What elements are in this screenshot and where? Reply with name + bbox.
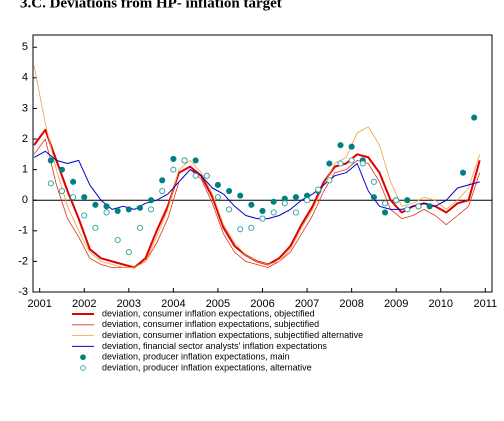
scatter-point bbox=[114, 207, 121, 214]
legend-label: deviation, financial sector analysts' in… bbox=[102, 341, 327, 351]
scatter-point bbox=[270, 198, 277, 205]
scatter-point bbox=[103, 209, 110, 216]
x-tick-label: 2007 bbox=[295, 298, 319, 310]
x-tick-label: 2011 bbox=[473, 298, 497, 310]
scatter-point bbox=[393, 197, 400, 204]
y-tick-label: 3 bbox=[22, 102, 28, 114]
y-tick-label: -1 bbox=[18, 225, 28, 237]
legend-label: deviation, consumer inflation expectatio… bbox=[102, 330, 363, 340]
legend-label: deviation, producer inflation expectatio… bbox=[102, 352, 290, 362]
x-tick-label: 2002 bbox=[72, 298, 96, 310]
scatter-point bbox=[70, 194, 77, 201]
scatter-point bbox=[404, 206, 411, 213]
scatter-point bbox=[404, 197, 411, 204]
legend-label: deviation, consumer inflation expectatio… bbox=[102, 319, 319, 329]
scatter-point bbox=[58, 166, 66, 173]
scatter-point bbox=[415, 203, 422, 210]
series-line bbox=[33, 138, 481, 268]
scatter-point bbox=[248, 201, 255, 208]
scatter-point bbox=[148, 197, 155, 204]
scatter-point bbox=[259, 215, 266, 222]
y-tick-label: 0 bbox=[22, 194, 28, 206]
scatter-point bbox=[136, 224, 144, 231]
scatter-point bbox=[471, 114, 478, 121]
scatter-point bbox=[92, 224, 99, 231]
scatter-point bbox=[226, 206, 233, 213]
scatter-point bbox=[159, 177, 166, 184]
scatter-point bbox=[248, 224, 255, 231]
x-tick-label: 2003 bbox=[117, 298, 141, 310]
scatter-point bbox=[92, 201, 99, 208]
chart-title: 3.C. Deviations from HP- inflation targe… bbox=[20, 0, 282, 11]
y-tick-label: -2 bbox=[18, 255, 28, 267]
legend-marker bbox=[80, 354, 86, 361]
x-tick-label: 2001 bbox=[27, 298, 51, 310]
scatter-point bbox=[259, 207, 266, 214]
scatter-point bbox=[315, 186, 322, 193]
y-tick-label: -3 bbox=[18, 286, 28, 298]
series-line bbox=[33, 65, 481, 268]
scatter-point bbox=[281, 200, 288, 207]
scatter-point bbox=[348, 143, 355, 150]
scatter-point bbox=[214, 194, 221, 201]
x-tick-label: 2008 bbox=[339, 298, 363, 310]
scatter-point bbox=[348, 157, 355, 164]
scatter-point bbox=[103, 203, 110, 210]
y-tick-label: 4 bbox=[22, 72, 28, 84]
series-line bbox=[33, 150, 480, 220]
scatter-point bbox=[81, 212, 88, 219]
scatter-point bbox=[203, 172, 210, 179]
x-tick-label: 2004 bbox=[161, 298, 185, 310]
scatter-point bbox=[426, 203, 433, 210]
scatter-point bbox=[326, 160, 333, 167]
scatter-point bbox=[337, 160, 344, 167]
y-tick-label: 5 bbox=[22, 41, 28, 53]
scatter-point bbox=[136, 204, 144, 211]
x-tick-label: 2006 bbox=[250, 298, 274, 310]
scatter-point bbox=[125, 249, 132, 256]
scatter-point bbox=[125, 206, 132, 213]
scatter-point bbox=[170, 166, 177, 173]
y-tick-label: 2 bbox=[22, 133, 28, 145]
scatter-point bbox=[47, 180, 54, 187]
scatter-point bbox=[159, 187, 166, 195]
scatter-point bbox=[292, 194, 299, 201]
legend-label: deviation, consumer inflation expectatio… bbox=[102, 308, 315, 318]
scatter-point bbox=[192, 172, 199, 179]
scatter-point bbox=[237, 192, 244, 199]
scatter-point bbox=[304, 197, 311, 204]
x-tick-label: 2010 bbox=[429, 298, 453, 310]
scatter-point bbox=[292, 209, 299, 216]
scatter-point bbox=[359, 160, 366, 167]
scatter-point bbox=[381, 209, 389, 216]
scatter-point bbox=[381, 200, 389, 207]
scatter-point bbox=[170, 155, 177, 162]
scatter-point bbox=[370, 194, 377, 201]
y-tick-label: 1 bbox=[22, 164, 28, 176]
x-tick-label: 2005 bbox=[206, 298, 230, 310]
scatter-point bbox=[81, 194, 88, 201]
series-line bbox=[33, 128, 481, 269]
scatter-point bbox=[337, 142, 344, 149]
scatter-point bbox=[459, 169, 467, 176]
scatter-point bbox=[114, 236, 121, 244]
scatter-point bbox=[70, 178, 77, 185]
plot-frame bbox=[32, 34, 493, 293]
scatter-point bbox=[237, 226, 244, 233]
scatter-point bbox=[214, 181, 221, 188]
scatter-point bbox=[370, 178, 377, 185]
scatter-point bbox=[270, 209, 277, 216]
scatter-point bbox=[181, 157, 188, 164]
scatter-point bbox=[47, 157, 54, 164]
scatter-point bbox=[148, 206, 155, 213]
scatter-point bbox=[326, 177, 333, 184]
scatter-point bbox=[226, 187, 233, 195]
legend-marker bbox=[80, 365, 86, 371]
scatter-point bbox=[192, 157, 199, 164]
legend-label: deviation, producer inflation expectatio… bbox=[102, 362, 312, 372]
scatter-point bbox=[58, 187, 66, 195]
x-tick-label: 2009 bbox=[384, 298, 408, 310]
